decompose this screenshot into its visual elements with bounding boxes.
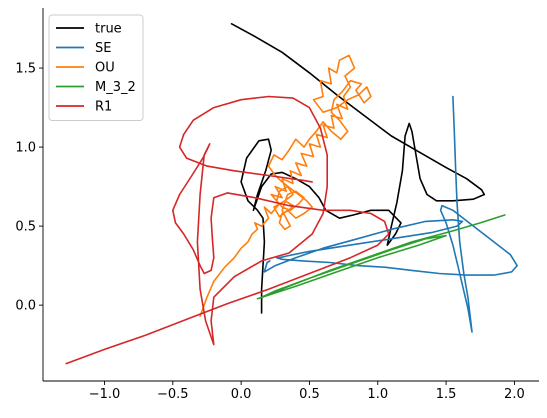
legend-label: OU: [95, 61, 115, 76]
x-tick-label: 2.0: [504, 387, 525, 402]
legend-box: [48, 14, 144, 121]
x-tick-label: −0.5: [157, 387, 189, 402]
x-tick-label: 0.5: [299, 387, 320, 402]
y-tick-label: 1.0: [15, 141, 36, 156]
legend: true SE OU M_3_2 R1: [48, 14, 144, 121]
series-line-r1: [65, 95, 390, 365]
legend-label: M_3_2: [95, 80, 136, 95]
legend-label: SE: [95, 41, 111, 56]
series-line-ou: [199, 54, 372, 317]
x-tick-label: −1.0: [89, 387, 121, 402]
series-line-true: [230, 23, 486, 314]
axes-layer: −1.0 −0.5 0.0 0.5 1.0 1.5 2.0 0.0 0.5 1.0 1.5: [15, 8, 539, 402]
legend-label: true: [95, 22, 122, 37]
legend-label: R1: [95, 100, 112, 115]
x-tick-label: 1.0: [367, 387, 388, 402]
series-layer: [65, 23, 518, 365]
y-tick-label: 1.5: [15, 62, 36, 77]
y-tick-label: 0.0: [15, 299, 36, 314]
x-tick-label: 0.0: [231, 387, 252, 402]
x-tick-label: 1.5: [436, 387, 457, 402]
y-tick-label: 0.5: [15, 220, 36, 235]
series-line-se: [263, 95, 518, 333]
series-line-m-3-2: [256, 214, 506, 300]
